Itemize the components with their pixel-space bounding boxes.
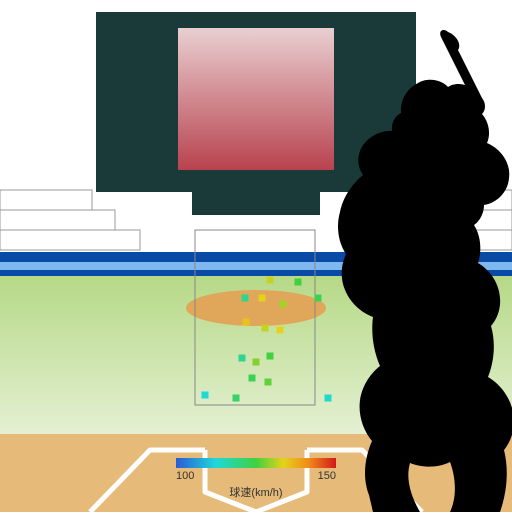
colorbar-legend: 100 150 球速(km/h) [176, 458, 336, 500]
colorbar-label: 球速(km/h) [176, 484, 336, 500]
colorbar-gradient [176, 458, 336, 468]
pitch-location-chart: 100 150 球速(km/h) [0, 0, 512, 512]
colorbar-ticks: 100 150 [176, 470, 336, 482]
tick-min: 100 [176, 470, 194, 482]
scene-svg [0, 0, 512, 512]
tick-max: 150 [318, 470, 336, 482]
